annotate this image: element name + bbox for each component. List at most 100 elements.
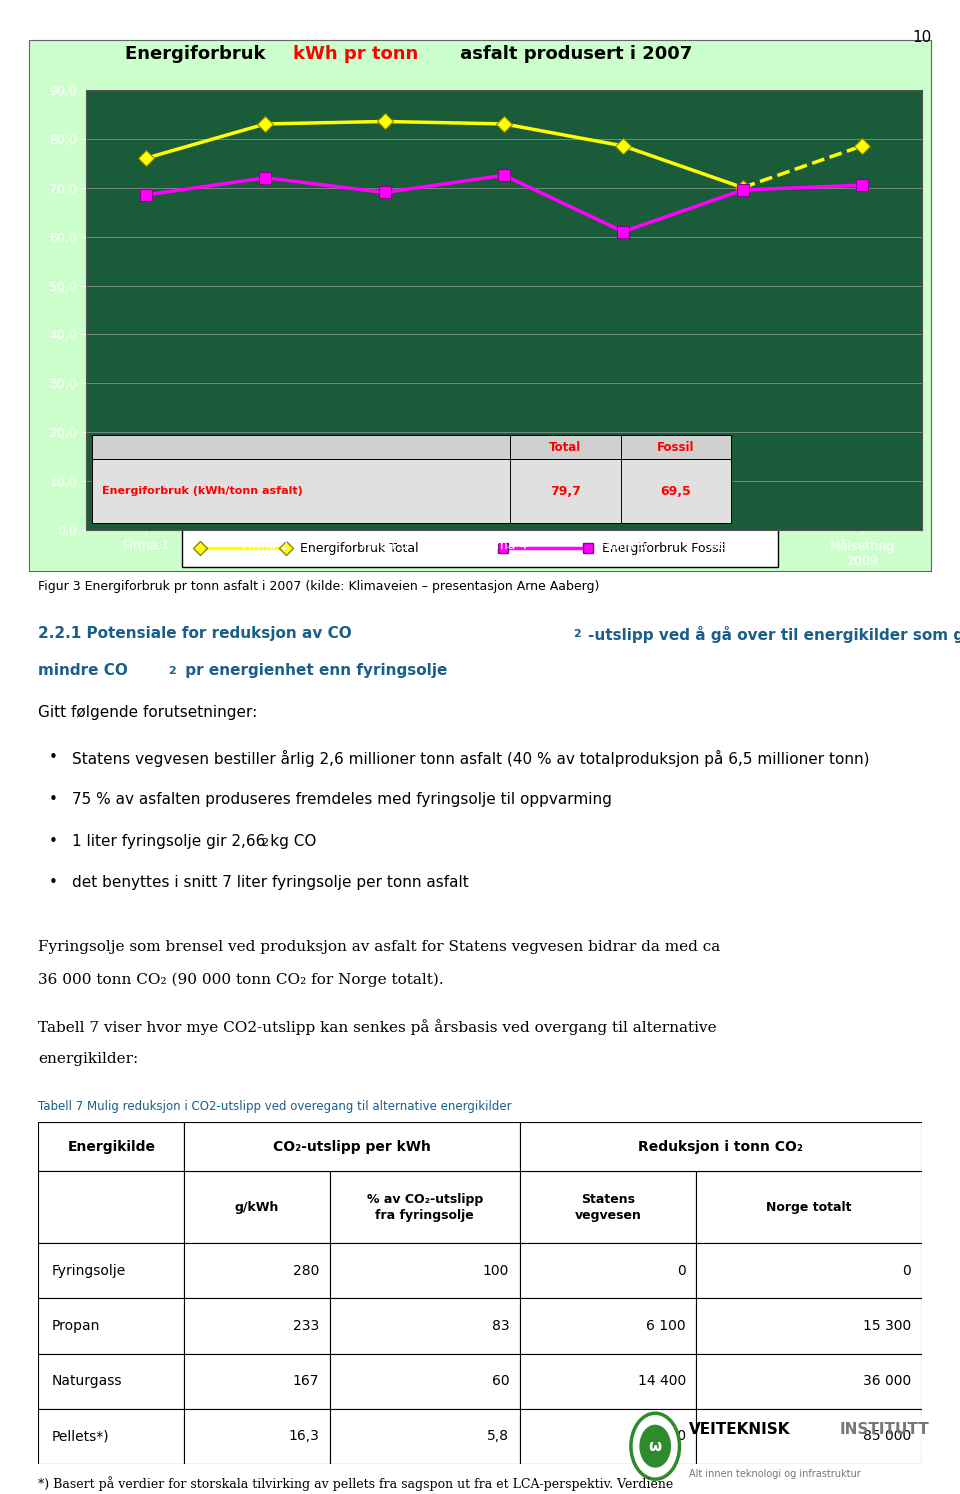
- Text: Energiforbruk Fossil: Energiforbruk Fossil: [602, 542, 726, 554]
- Text: Reduksjon i tonn CO₂: Reduksjon i tonn CO₂: [638, 1140, 804, 1153]
- Text: asfalt produsert i 2007: asfalt produsert i 2007: [454, 45, 692, 63]
- Text: Fyringsolje: Fyringsolje: [52, 1264, 126, 1277]
- Text: ω: ω: [649, 1439, 661, 1454]
- Text: 280: 280: [293, 1264, 320, 1277]
- Text: 5,8: 5,8: [487, 1430, 509, 1443]
- Text: 6 100: 6 100: [646, 1319, 685, 1333]
- Text: pr energienhet enn fyringsolje: pr energienhet enn fyringsolje: [180, 663, 448, 678]
- Text: 2: 2: [261, 838, 269, 849]
- Text: •: •: [48, 750, 58, 765]
- Bar: [519, 1171, 696, 1243]
- Text: Energiforbruk (kWh/tonn asfalt): Energiforbruk (kWh/tonn asfalt): [102, 486, 302, 496]
- Text: det benyttes i snitt 7 liter fyringsolje per tonn asfalt: det benyttes i snitt 7 liter fyringsolje…: [72, 875, 468, 890]
- Text: 16,3: 16,3: [288, 1430, 320, 1443]
- Bar: [696, 1122, 922, 1171]
- Bar: [184, 1409, 330, 1464]
- Circle shape: [639, 1425, 671, 1467]
- Polygon shape: [92, 459, 731, 523]
- Text: 10: 10: [912, 30, 931, 45]
- Text: •: •: [48, 792, 58, 807]
- Text: Fyringsolje som brensel ved produksjon av asfalt for Statens vegvesen bidrar da : Fyringsolje som brensel ved produksjon a…: [38, 940, 721, 953]
- Bar: [38, 1171, 184, 1243]
- Bar: [184, 1243, 330, 1298]
- Text: energikilder:: energikilder:: [38, 1052, 138, 1065]
- Bar: [38, 1122, 184, 1171]
- Bar: [330, 1243, 519, 1298]
- Text: 36 000 tonn CO₂ (90 000 tonn CO₂ for Norge totalt).: 36 000 tonn CO₂ (90 000 tonn CO₂ for Nor…: [38, 973, 444, 988]
- Bar: [696, 1243, 922, 1298]
- Bar: [38, 1298, 184, 1354]
- Bar: [182, 529, 778, 568]
- Text: 0: 0: [902, 1264, 911, 1277]
- Bar: [184, 1171, 330, 1243]
- Text: Energiforbruk Total: Energiforbruk Total: [300, 542, 419, 554]
- Text: •: •: [48, 875, 58, 890]
- Bar: [330, 1122, 519, 1171]
- Bar: [519, 1354, 696, 1409]
- Bar: [519, 1122, 922, 1171]
- Text: 1 liter fyringsolje gir 2,66 kg CO: 1 liter fyringsolje gir 2,66 kg CO: [72, 834, 317, 849]
- Text: mindre CO: mindre CO: [38, 663, 129, 678]
- Text: Tabell 7 viser hvor mye CO2-utslipp kan senkes på årsbasis ved overgang til alte: Tabell 7 viser hvor mye CO2-utslipp kan …: [38, 1019, 717, 1035]
- Text: CO₂-utslipp per kWh: CO₂-utslipp per kWh: [273, 1140, 431, 1153]
- Bar: [696, 1409, 922, 1464]
- Bar: [38, 1409, 184, 1464]
- Bar: [696, 1171, 922, 1243]
- Text: Energiforbruk: Energiforbruk: [125, 45, 272, 63]
- Bar: [519, 1409, 696, 1464]
- Text: Propan: Propan: [52, 1319, 100, 1333]
- Bar: [519, 1243, 696, 1298]
- Text: Fossil: Fossil: [657, 441, 695, 454]
- Text: 15 300: 15 300: [863, 1319, 911, 1333]
- Text: Figur 3 Energiforbruk pr tonn asfalt i 2007 (kilde: Klimaveien – presentasjon Ar: Figur 3 Energiforbruk pr tonn asfalt i 2…: [38, 580, 600, 593]
- Text: Naturgass: Naturgass: [52, 1374, 122, 1388]
- Circle shape: [631, 1413, 680, 1479]
- Text: •: •: [48, 834, 58, 849]
- Text: *) Basert på verdier for storskala tilvirking av pellets fra sagspon ut fra et L: *) Basert på verdier for storskala tilvi…: [38, 1476, 674, 1491]
- Text: Alt innen teknologi og infrastruktur: Alt innen teknologi og infrastruktur: [689, 1469, 861, 1479]
- Text: 83: 83: [492, 1319, 509, 1333]
- Bar: [38, 1354, 184, 1409]
- Text: kWh pr tonn: kWh pr tonn: [293, 45, 418, 63]
- Bar: [184, 1122, 330, 1171]
- Bar: [184, 1354, 330, 1409]
- Text: VEITEKNISK: VEITEKNISK: [689, 1422, 791, 1437]
- Text: 79,7: 79,7: [550, 484, 581, 498]
- Text: 0: 0: [677, 1264, 685, 1277]
- Bar: [696, 1354, 922, 1409]
- Text: 14 400: 14 400: [637, 1374, 685, 1388]
- Text: Total: Total: [549, 441, 582, 454]
- Text: Tabell 7 Mulig reduksjon i CO2-utslipp ved overegang til alternative energikilde: Tabell 7 Mulig reduksjon i CO2-utslipp v…: [38, 1100, 512, 1113]
- Text: 85 000: 85 000: [863, 1430, 911, 1443]
- Text: 36 000: 36 000: [863, 1374, 911, 1388]
- Text: 34 000: 34 000: [637, 1430, 685, 1443]
- Text: Statens
vegvesen: Statens vegvesen: [575, 1192, 641, 1222]
- Bar: [330, 1354, 519, 1409]
- Text: 2.2.1 Potensiale for reduksjon av CO: 2.2.1 Potensiale for reduksjon av CO: [38, 626, 352, 641]
- Text: 60: 60: [492, 1374, 509, 1388]
- Text: g/kWh: g/kWh: [235, 1201, 279, 1213]
- Text: Gitt følgende forutsetninger:: Gitt følgende forutsetninger:: [38, 705, 257, 720]
- Text: 75 % av asfalten produseres fremdeles med fyringsolje til oppvarming: 75 % av asfalten produseres fremdeles me…: [72, 792, 612, 807]
- Text: INSTITUTT: INSTITUTT: [840, 1422, 929, 1437]
- Bar: [330, 1298, 519, 1354]
- Text: 2: 2: [573, 629, 581, 639]
- Text: 100: 100: [483, 1264, 509, 1277]
- Text: Pellets*): Pellets*): [52, 1430, 109, 1443]
- Bar: [519, 1298, 696, 1354]
- Text: -utslipp ved å gå over til energikilder som gir: -utslipp ved å gå over til energikilder …: [588, 626, 960, 642]
- Text: Statens vegvesen bestiller årlig 2,6 millioner tonn asfalt (40 % av totalproduks: Statens vegvesen bestiller årlig 2,6 mil…: [72, 750, 870, 766]
- Bar: [696, 1298, 922, 1354]
- Text: 69,5: 69,5: [660, 484, 691, 498]
- Bar: [330, 1171, 519, 1243]
- Bar: [38, 1243, 184, 1298]
- Polygon shape: [92, 435, 731, 459]
- Text: 167: 167: [293, 1374, 320, 1388]
- Bar: [184, 1298, 330, 1354]
- Text: Norge totalt: Norge totalt: [766, 1201, 852, 1213]
- Text: Energikilde: Energikilde: [67, 1140, 156, 1153]
- Bar: [184, 1122, 519, 1171]
- Bar: [330, 1409, 519, 1464]
- Text: % av CO₂-utslipp
fra fyringsolje: % av CO₂-utslipp fra fyringsolje: [367, 1192, 483, 1222]
- Text: 2: 2: [168, 666, 176, 677]
